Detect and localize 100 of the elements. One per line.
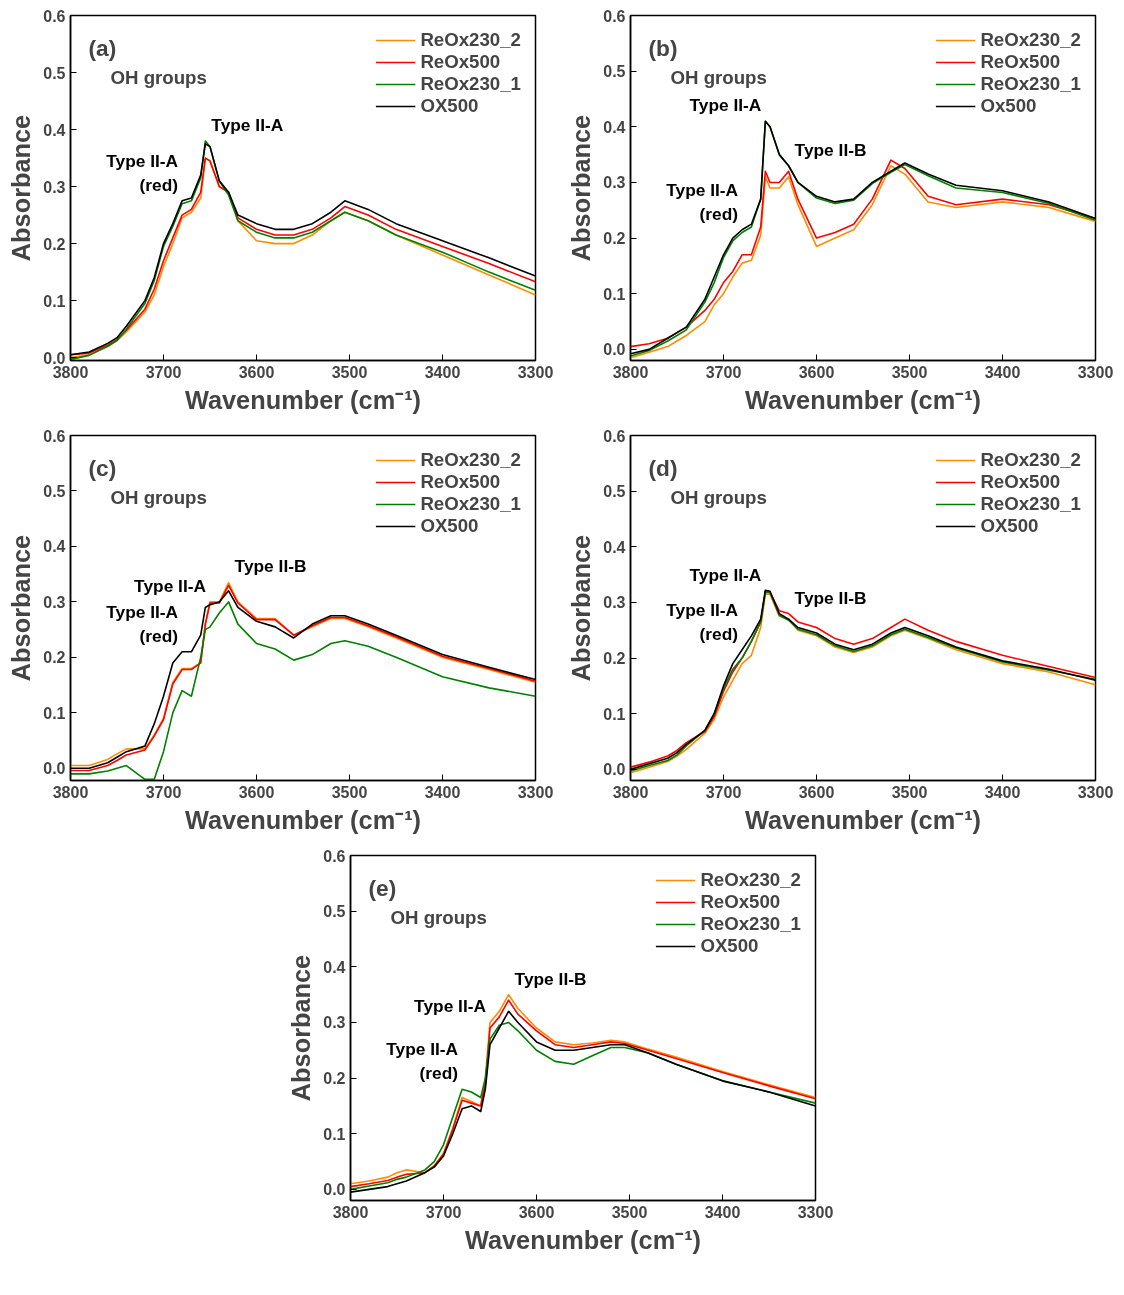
annotation: OH groups: [110, 486, 207, 508]
x-tick-label: 3300: [517, 783, 554, 801]
legend-label: ReOx230_1: [980, 73, 1081, 95]
y-tick-label: 0.6: [603, 427, 626, 445]
y-tick-label: 0.5: [603, 63, 626, 81]
y-tick-label: 0.0: [603, 341, 626, 359]
annotation: OH groups: [390, 906, 487, 928]
x-axis-title: Wavenumber (cm⁻¹): [464, 1225, 702, 1254]
y-axis-title: Absorbance: [567, 114, 596, 262]
y-axis-title: Absorbance: [567, 534, 596, 682]
y-tick-label: 0.6: [43, 7, 66, 25]
y-tick-label: 0.1: [323, 1125, 346, 1143]
y-tick-label: 0.5: [43, 482, 66, 500]
annotation: Type II-B: [794, 587, 867, 608]
text: (e): [368, 874, 397, 901]
annotation: Type II-B: [234, 556, 307, 577]
annotation: Type II-A (red): [106, 150, 179, 195]
x-tick-label: 3400: [984, 363, 1021, 381]
annotation: OH groups: [670, 66, 767, 88]
legend-label: OX500: [700, 935, 759, 957]
y-tick-label: 0.3: [323, 1014, 346, 1032]
y-tick-label: 0.3: [603, 174, 626, 192]
x-tick-label: 3500: [891, 363, 928, 381]
legend-label: ReOx230_1: [420, 493, 521, 515]
y-tick-label: 0.6: [603, 7, 626, 25]
text: (d): [648, 454, 678, 481]
y-tick-label: 0.2: [43, 649, 66, 667]
x-tick-label: 3500: [331, 783, 368, 801]
annotation: Type II-A (red): [666, 599, 739, 644]
x-axis-title: Wavenumber (cm⁻¹): [184, 805, 422, 834]
y-tick-label: 0.0: [323, 1181, 346, 1199]
x-tick-label: 3500: [611, 1203, 648, 1221]
y-tick-label: 0.4: [43, 538, 66, 556]
x-tick-label: 3400: [424, 783, 461, 801]
y-tick-label: 0.4: [603, 538, 626, 556]
legend-label: ReOx500: [980, 51, 1061, 73]
x-tick-label: 3500: [891, 783, 928, 801]
annotation: Type II-A: [211, 114, 284, 135]
annotation: Type II-A (red): [386, 1039, 459, 1084]
x-tick-label: 3800: [52, 783, 89, 801]
x-tick-label: 3600: [238, 783, 275, 801]
legend-label: ReOx230_1: [420, 73, 521, 95]
annotation: Type II-B: [514, 968, 587, 989]
annotation: Type II-A: [134, 575, 207, 596]
y-axis-title: Absorbance: [7, 114, 36, 262]
text: (b): [648, 34, 678, 61]
x-axis-title: Wavenumber (cm⁻¹): [744, 385, 982, 414]
y-tick-label: 0.1: [43, 292, 66, 310]
y-tick-label: 0.3: [603, 594, 626, 612]
legend-label: ReOx230_2: [420, 29, 521, 51]
y-axis-title: Absorbance: [287, 954, 316, 1102]
y-axis-title: Absorbance: [7, 534, 36, 682]
x-tick-label: 3400: [984, 783, 1021, 801]
annotation: OH groups: [110, 66, 207, 88]
y-tick-label: 0.5: [43, 64, 66, 82]
x-tick-label: 3800: [612, 783, 649, 801]
y-tick-label: 0.4: [323, 958, 346, 976]
x-tick-label: 3800: [612, 363, 649, 381]
x-tick-label: 3700: [145, 363, 182, 381]
x-tick-label: 3700: [145, 783, 182, 801]
x-tick-label: 3300: [517, 363, 554, 381]
text: (a): [88, 34, 117, 61]
annotation: Type II-B: [794, 139, 867, 160]
annotation: Type II-A (red): [106, 601, 179, 646]
legend-label: ReOx500: [980, 471, 1061, 493]
x-tick-label: 3600: [518, 1203, 555, 1221]
x-tick-label: 3600: [238, 363, 275, 381]
legend-label: ReOx230_2: [980, 29, 1081, 51]
y-tick-label: 0.2: [323, 1070, 346, 1088]
legend-label: ReOx500: [420, 51, 501, 73]
y-tick-label: 0.6: [323, 847, 346, 865]
y-tick-label: 0.2: [603, 230, 626, 248]
y-tick-label: 0.3: [43, 593, 66, 611]
legend-label: OX500: [420, 515, 479, 537]
x-tick-label: 3700: [705, 783, 742, 801]
y-tick-label: 0.0: [603, 761, 626, 779]
legend-label: ReOx230_2: [980, 449, 1081, 471]
legend-label: ReOx500: [700, 891, 781, 913]
x-axis-title: Wavenumber (cm⁻¹): [744, 805, 982, 834]
legend-label: OX500: [420, 95, 479, 117]
x-axis-title: Wavenumber (cm⁻¹): [184, 385, 422, 414]
x-tick-label: 3300: [1077, 363, 1114, 381]
legend-label: OX500: [980, 515, 1039, 537]
y-tick-label: 0.4: [603, 118, 626, 136]
x-tick-label: 3600: [798, 783, 835, 801]
y-tick-label: 0.1: [603, 705, 626, 723]
annotation: Type II-A: [414, 996, 487, 1017]
y-tick-label: 0.1: [43, 704, 66, 722]
legend-label: ReOx230_1: [980, 493, 1081, 515]
y-tick-label: 0.3: [43, 178, 66, 196]
x-tick-label: 3800: [332, 1203, 369, 1221]
legend-label: ReOx500: [420, 471, 501, 493]
y-tick-label: 0.2: [603, 650, 626, 668]
annotation: OH groups: [670, 486, 767, 508]
legend-label: ReOx230_2: [420, 449, 521, 471]
x-tick-label: 3300: [1077, 783, 1114, 801]
x-tick-label: 3500: [331, 363, 368, 381]
legend-label: ReOx230_1: [700, 913, 801, 935]
annotation: Type II-A: [689, 95, 762, 116]
x-tick-label: 3700: [705, 363, 742, 381]
